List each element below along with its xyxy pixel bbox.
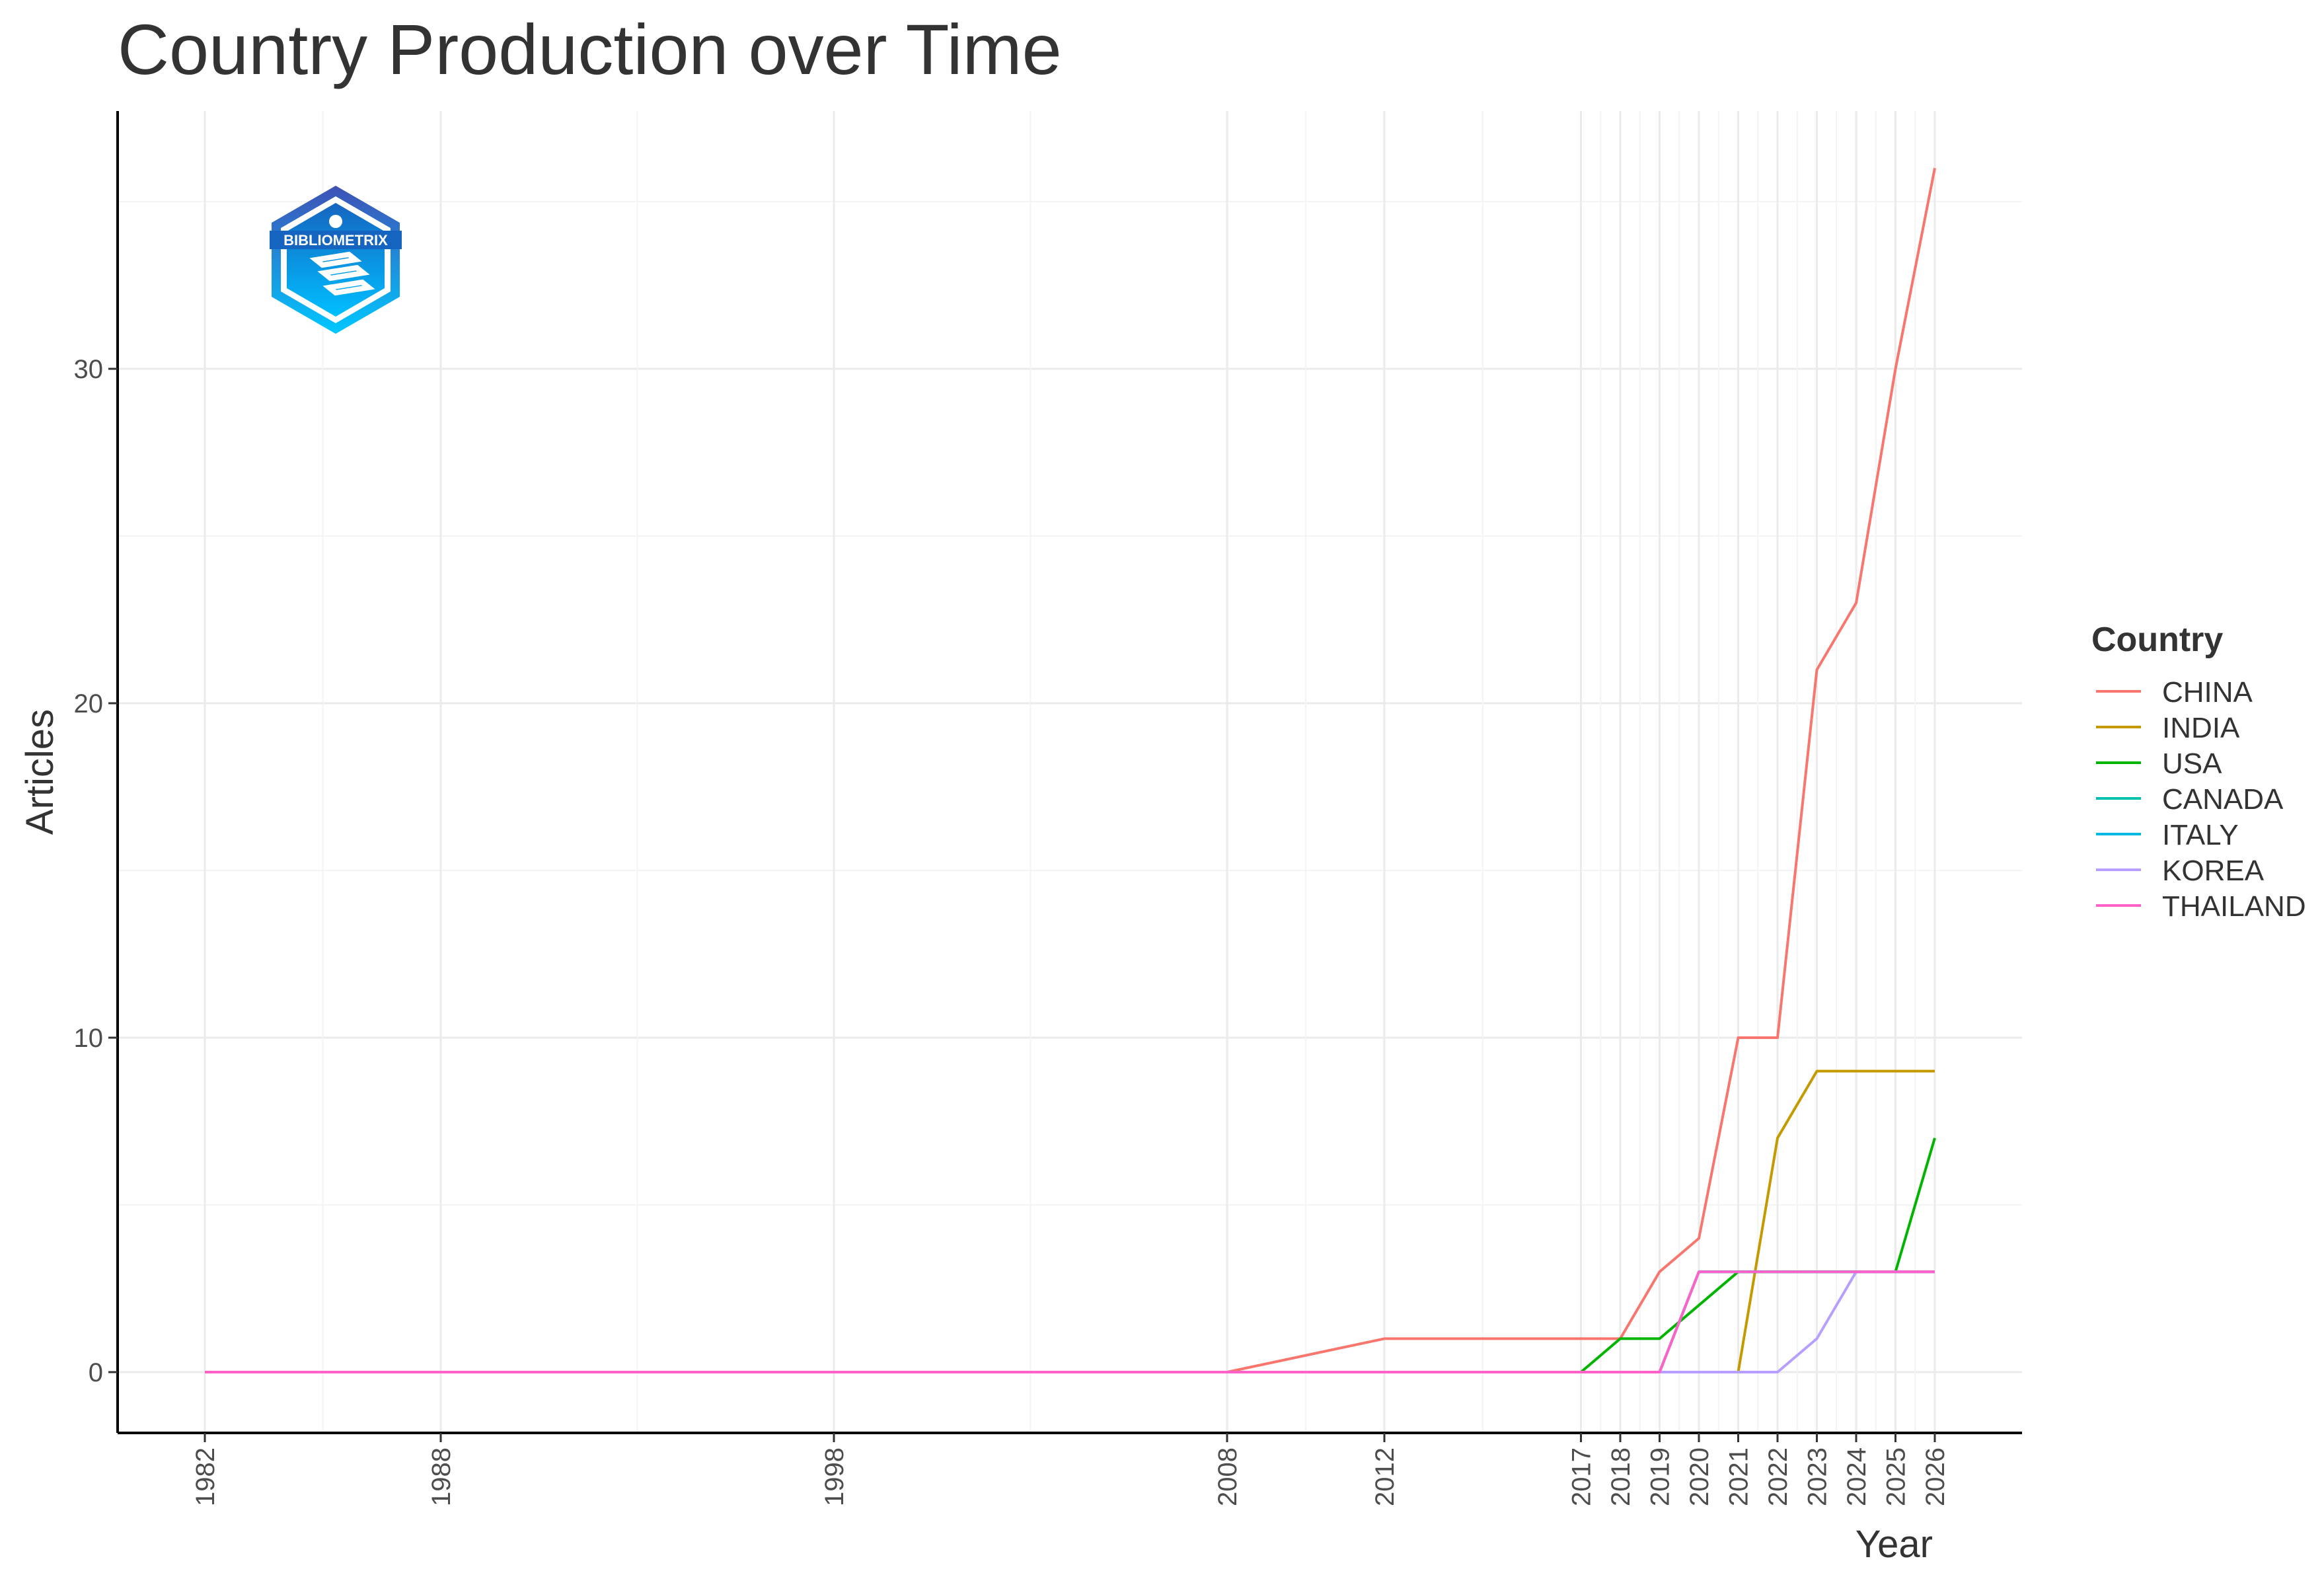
legend-label: USA [2162,748,2222,780]
bibliometrix-logo: BIBLIOMETRIX [270,186,402,334]
x-tick-label: 2008 [1213,1447,1242,1506]
logo-text: BIBLIOMETRIX [283,232,388,249]
legend-label: THAILAND [2162,890,2306,923]
x-tick-label: 2017 [1567,1447,1596,1506]
legend-label: CHINA [2162,676,2253,709]
legend-label: ITALY [2162,819,2239,851]
legend-label: CANADA [2162,783,2284,816]
chart-title: Country Production over Time [118,9,1062,89]
x-tick-label: 1982 [191,1447,220,1506]
x-tick-label: 2021 [1725,1447,1754,1506]
x-tick-label: 2026 [1921,1447,1950,1506]
axes [116,111,2022,1434]
y-tick-label: 20 [74,689,104,718]
x-tick-label: 2023 [1803,1447,1832,1506]
x-tick-label: 2019 [1646,1447,1675,1506]
y-ticks: 0 10 20 30 [74,355,118,1387]
x-tick-label: 1998 [820,1447,849,1506]
book-stack-icon [309,215,375,296]
legend-label: INDIA [2162,712,2240,744]
y-tick-label: 0 [89,1358,103,1387]
x-tick-label: 1988 [427,1447,456,1506]
grid [118,111,2022,1433]
series-line-usa [205,1137,1936,1373]
y-tick-label: 30 [74,355,104,384]
legend-label: KOREA [2162,855,2265,887]
x-tick-label: 2012 [1370,1447,1400,1506]
series-line-canada [205,1270,1935,1373]
x-tick-label: 2018 [1606,1447,1635,1506]
series-line-korea [205,1270,1935,1373]
x-ticks: 1982 1988 1998 2008 2012 2017 2018 2019 2020 2021… [191,1433,1950,1506]
x-axis-title: Year [1855,1523,1933,1566]
y-axis-title: Articles [19,709,61,835]
series-line-italy [205,1270,1935,1373]
series-lines [205,168,1936,1373]
x-tick-label: 2022 [1764,1447,1793,1506]
x-tick-label: 2020 [1685,1447,1714,1506]
series-line-china [205,168,1936,1373]
x-tick-label: 2025 [1882,1447,1911,1506]
legend-title: Country [2091,621,2223,659]
x-tick-label: 2024 [1842,1447,1871,1506]
y-tick-label: 10 [74,1024,104,1053]
series-line-thailand [205,1270,1935,1373]
